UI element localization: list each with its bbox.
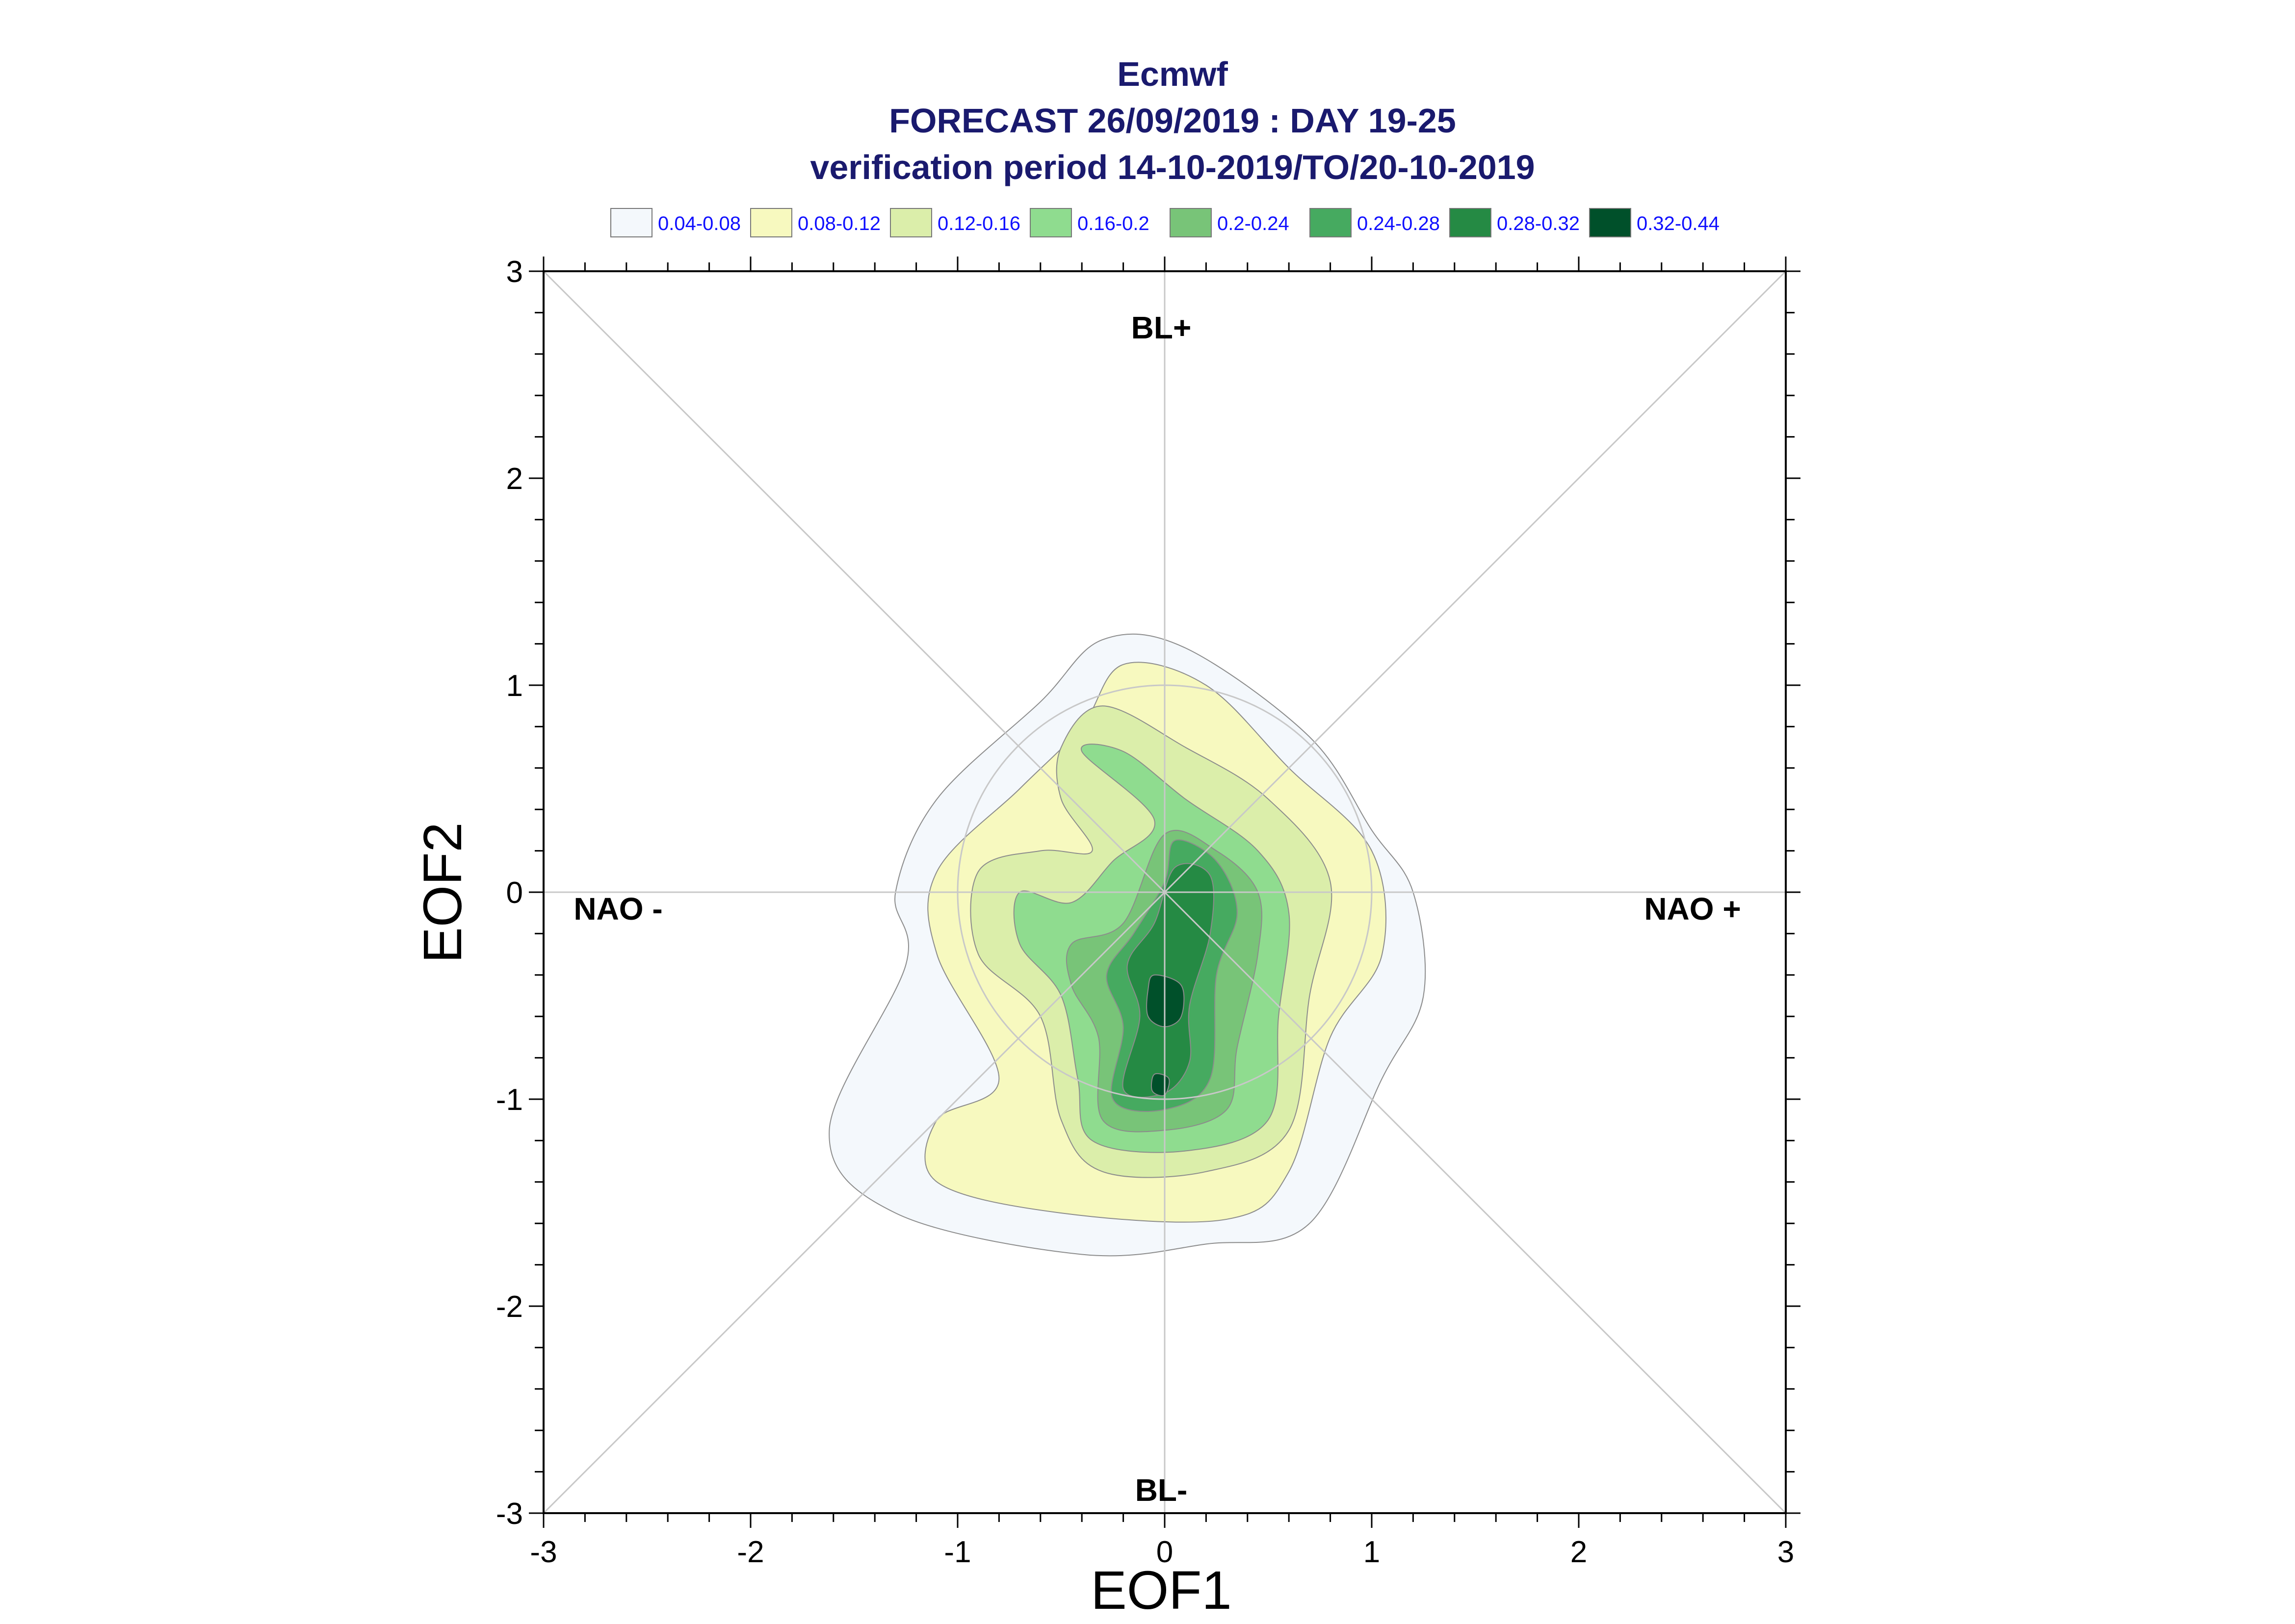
y-tick-label: -2	[496, 1290, 523, 1324]
y-tick-label: 1	[506, 669, 523, 703]
x-tick-label: -1	[944, 1535, 971, 1569]
x-tick-label: -2	[737, 1535, 764, 1569]
legend-label: 0.04-0.08	[658, 213, 741, 234]
chart-title-line-3: verification period 14-10-2019/TO/20-10-…	[810, 148, 1535, 186]
y-tick-label: 0	[506, 876, 523, 910]
legend-label: 0.08-0.12	[798, 213, 881, 234]
legend-swatch	[1030, 208, 1072, 237]
y-tick-label: -3	[496, 1497, 523, 1531]
regime-label-top: BL+	[1131, 310, 1192, 345]
unit-circle	[957, 684, 1373, 1100]
legend-swatch	[1170, 208, 1212, 237]
legend-swatch	[750, 208, 792, 237]
legend-label: 0.24-0.28	[1357, 213, 1440, 234]
x-tick-label: 2	[1570, 1535, 1587, 1569]
legend-label: 0.12-0.16	[938, 213, 1020, 234]
legend-label: 0.32-0.44	[1637, 213, 1720, 234]
x-tick-label: 1	[1363, 1535, 1380, 1569]
x-axis-title: EOF1	[1091, 1560, 1231, 1621]
y-tick-label: -1	[496, 1083, 523, 1117]
regime-label-bottom: BL-	[1135, 1472, 1188, 1508]
regime-label-left: NAO -	[574, 891, 662, 927]
legend-label: 0.28-0.32	[1497, 213, 1580, 234]
plot-area: -3 -2 -1 0 1 2 3 -3 -2 -1 0 1 2 3	[496, 255, 1800, 1569]
contour-8	[1151, 1073, 1170, 1097]
x-tick-label: 3	[1777, 1535, 1794, 1569]
chart-title-line-2: FORECAST 26/09/2019 : DAY 19-25	[889, 102, 1456, 140]
x-tick-label: 0	[1156, 1535, 1173, 1569]
x-tick-label: -3	[530, 1535, 557, 1569]
y-axis-title: EOF2	[413, 822, 473, 963]
legend-swatch	[1589, 208, 1631, 237]
y-tick-label: 3	[506, 255, 523, 289]
legend-swatch	[1449, 208, 1491, 237]
legend-label: 0.16-0.2	[1077, 213, 1149, 234]
regime-label-right: NAO +	[1644, 891, 1741, 927]
legend-swatch	[1309, 208, 1352, 237]
legend-swatch	[610, 208, 652, 237]
chart-title-line-1: Ecmwf	[1117, 55, 1228, 93]
legend-label: 0.2-0.24	[1217, 213, 1289, 234]
legend-swatch	[890, 208, 932, 237]
y-tick-label: 2	[506, 462, 523, 496]
legend: 0.04-0.08 0.08-0.12 0.12-0.16 0.16-0.2 0.2-0…	[610, 208, 1720, 237]
